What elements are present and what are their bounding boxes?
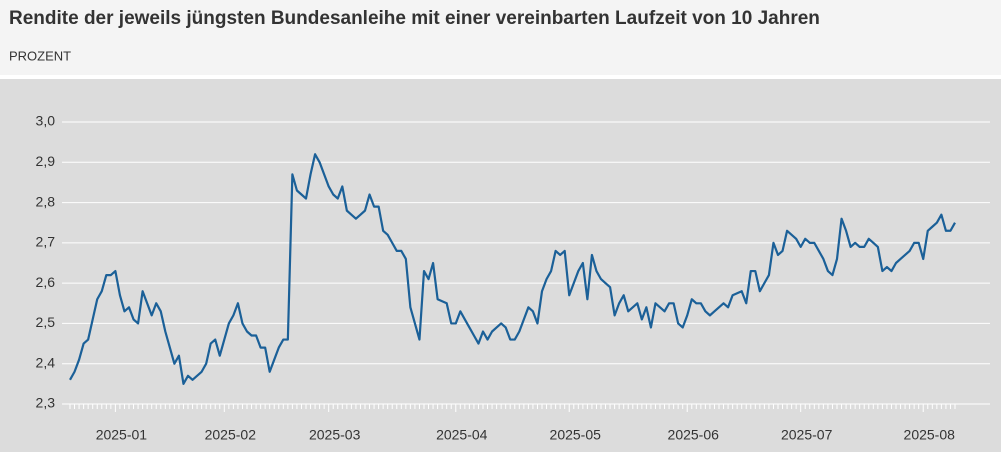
y-tick-label: 2,4 — [36, 354, 56, 370]
y-tick-label: 2,5 — [36, 314, 56, 330]
x-tick-label: 2025-06 — [668, 427, 720, 443]
chart-title: Rendite der jeweils jüngsten Bundesanlei… — [9, 8, 820, 29]
data-line — [69, 153, 956, 385]
x-tick-label: 2025-07 — [781, 427, 833, 443]
divider — [0, 75, 1001, 79]
y-tick-label: 2,6 — [36, 274, 56, 290]
x-tick-label: 2025-02 — [205, 427, 257, 443]
x-tick-label: 2025-03 — [309, 427, 361, 443]
y-tick-label: 2,7 — [36, 234, 56, 250]
x-tick-label: 2025-01 — [96, 427, 148, 443]
plot-background — [0, 79, 1001, 452]
y-tick-label: 2,9 — [36, 153, 56, 169]
chart-subtitle: PROZENT — [9, 48, 71, 63]
x-tick-label: 2025-08 — [904, 427, 956, 443]
y-tick-label: 2,8 — [36, 193, 56, 209]
y-tick-label: 3,0 — [36, 113, 56, 129]
x-tick-label: 2025-04 — [436, 427, 488, 443]
header-background — [0, 0, 1001, 75]
x-tick-label: 2025-05 — [550, 427, 602, 443]
y-tick-label: 2,3 — [36, 395, 56, 411]
